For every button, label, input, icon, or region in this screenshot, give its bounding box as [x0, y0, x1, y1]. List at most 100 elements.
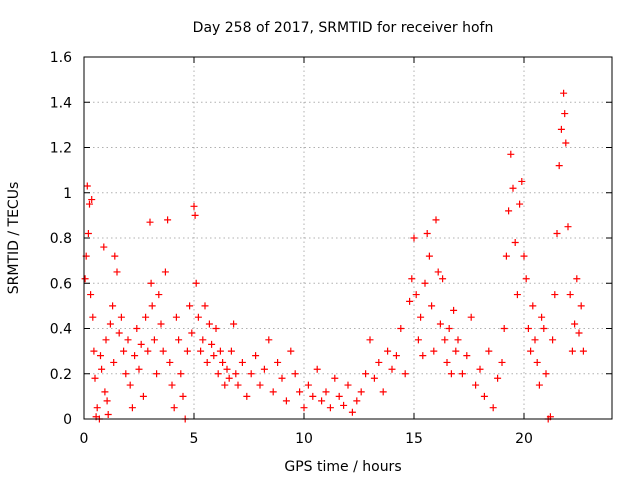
- data-point: [362, 370, 370, 378]
- plot-frame: [83, 56, 613, 420]
- data-point: [344, 381, 352, 389]
- data-point: [410, 234, 418, 242]
- data-point: [494, 374, 502, 382]
- data-point: [214, 370, 222, 378]
- data-point: [505, 207, 513, 215]
- data-point: [443, 358, 451, 366]
- data-point: [216, 347, 224, 355]
- data-point: [146, 218, 154, 226]
- x-tick-label: 5: [190, 431, 199, 447]
- data-point: [131, 352, 139, 360]
- data-point: [194, 313, 202, 321]
- chart-title: Day 258 of 2017, SRMTID for receiver hof…: [193, 20, 494, 36]
- data-point: [166, 358, 174, 366]
- data-point: [408, 275, 416, 283]
- data-point: [313, 365, 321, 373]
- data-point: [375, 358, 383, 366]
- data-point: [370, 374, 378, 382]
- x-tick-label: 0: [80, 431, 89, 447]
- data-point: [560, 89, 568, 97]
- data-point: [260, 365, 268, 373]
- data-point: [81, 275, 89, 283]
- data-point: [274, 358, 282, 366]
- data-point: [555, 162, 563, 170]
- data-point: [412, 291, 420, 299]
- data-point: [139, 392, 147, 400]
- data-point: [133, 325, 141, 332]
- data-point: [183, 347, 191, 355]
- data-point: [507, 150, 515, 158]
- data-point: [164, 216, 172, 224]
- x-axis-ticks: 0 5 10 15 20: [80, 57, 533, 447]
- data-point: [472, 381, 480, 389]
- data-point: [223, 365, 231, 373]
- data-point: [309, 392, 317, 400]
- data-point: [111, 252, 119, 260]
- y-tick-label: 1.4: [50, 95, 72, 111]
- data-point: [219, 358, 227, 366]
- data-point: [188, 329, 196, 337]
- data-point: [401, 370, 409, 378]
- data-point: [109, 302, 117, 310]
- data-point: [83, 182, 91, 190]
- data-point: [432, 216, 440, 224]
- y-tick-label: 1.6: [50, 50, 72, 66]
- data-point: [335, 392, 343, 400]
- data-point: [210, 352, 218, 360]
- data-point: [234, 381, 242, 389]
- x-tick-label: 10: [295, 431, 313, 447]
- gridlines: [84, 57, 612, 419]
- data-point: [157, 320, 165, 328]
- data-point: [384, 347, 392, 355]
- data-point: [117, 313, 125, 321]
- data-point: [147, 279, 155, 287]
- data-point: [392, 352, 400, 360]
- data-point: [186, 302, 194, 310]
- data-point: [562, 139, 570, 147]
- data-point: [441, 336, 449, 344]
- data-point: [91, 374, 99, 382]
- data-point: [115, 329, 123, 337]
- data-point: [331, 374, 339, 382]
- data-point: [434, 268, 442, 276]
- data-point: [287, 347, 295, 355]
- data-point: [561, 110, 569, 118]
- data-point: [509, 184, 517, 192]
- y-tick-label: 0.2: [50, 367, 72, 383]
- data-point: [533, 358, 541, 366]
- data-point: [90, 347, 98, 355]
- data-point: [458, 370, 466, 378]
- data-point: [282, 397, 290, 405]
- y-tick-label: 0: [63, 412, 72, 428]
- data-point: [357, 388, 365, 396]
- data-point: [522, 275, 530, 283]
- data-point: [553, 229, 561, 237]
- data-point: [513, 291, 521, 299]
- data-point: [278, 374, 286, 382]
- data-point: [318, 397, 326, 405]
- data-point: [524, 325, 532, 332]
- data-point: [425, 252, 433, 260]
- y-tick-label: 1: [63, 186, 72, 202]
- data-point: [414, 336, 422, 344]
- data-point: [230, 320, 238, 328]
- data-point: [168, 381, 176, 389]
- data-point: [500, 325, 508, 332]
- data-point: [516, 200, 524, 208]
- data-point: [192, 279, 200, 287]
- data-point: [153, 370, 161, 378]
- data-point: [406, 297, 414, 305]
- data-point: [100, 243, 108, 251]
- data-point: [480, 392, 488, 400]
- y-tick-label: 0.6: [50, 276, 72, 292]
- x-axis-label: GPS time / hours: [284, 459, 401, 475]
- data-point: [197, 347, 205, 355]
- data-point: [256, 381, 264, 389]
- data-point: [549, 336, 557, 344]
- data-point: [568, 347, 576, 355]
- data-point: [489, 404, 497, 412]
- data-point: [296, 388, 304, 396]
- data-point: [110, 358, 118, 366]
- data-point: [84, 229, 92, 237]
